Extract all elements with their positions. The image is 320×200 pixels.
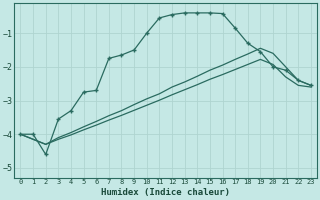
- X-axis label: Humidex (Indice chaleur): Humidex (Indice chaleur): [101, 188, 230, 197]
